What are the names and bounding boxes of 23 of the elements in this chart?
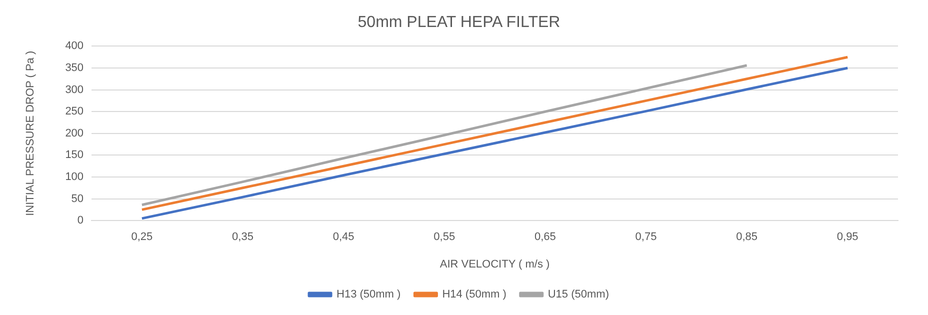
y-axis-title: INITIAL PRESSURE DROP ( Pa ) xyxy=(24,50,37,216)
x-tick-label: 0,45 xyxy=(332,231,354,244)
y-tick-label: 400 xyxy=(65,40,84,52)
x-tick-label: 0,65 xyxy=(534,231,556,244)
y-tick-label: 50 xyxy=(71,192,84,205)
legend-label: H13 (50mm ) xyxy=(336,288,401,301)
x-axis-title: AIR VELOCITY ( m/s ) xyxy=(440,258,550,270)
y-tick-label: 150 xyxy=(65,149,84,162)
legend-label: U15 (50mm) xyxy=(548,288,609,301)
y-tick-label: 0 xyxy=(77,214,84,227)
y-tick-label: 250 xyxy=(65,106,84,118)
x-tick-label: 0,95 xyxy=(836,231,858,244)
y-tick-label: 300 xyxy=(65,84,84,96)
chart-title: 50mm PLEAT HEPA FILTER xyxy=(358,14,560,32)
y-tick-label: 350 xyxy=(65,62,84,74)
x-tick-label: 0,25 xyxy=(131,231,153,244)
y-tick-label: 100 xyxy=(65,171,84,184)
y-tick-label: 200 xyxy=(65,127,84,140)
legend-label: H14 (50mm ) xyxy=(442,288,506,301)
x-tick-label: 0,55 xyxy=(434,231,456,244)
x-tick-label: 0,35 xyxy=(232,231,254,244)
x-tick-label: 0,85 xyxy=(736,231,758,244)
x-tick-label: 0,75 xyxy=(635,231,657,244)
